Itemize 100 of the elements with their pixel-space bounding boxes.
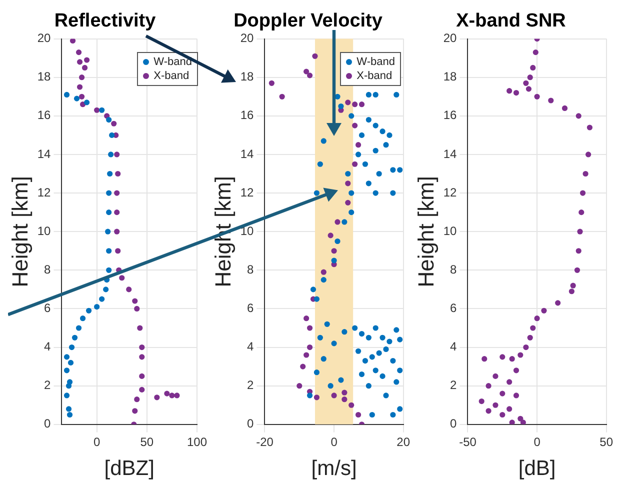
point	[72, 334, 78, 340]
point	[106, 190, 112, 196]
point	[534, 94, 540, 100]
point	[103, 286, 109, 292]
point	[66, 379, 73, 385]
point	[586, 124, 592, 130]
point	[523, 344, 529, 350]
y-tick-label: 8	[44, 262, 52, 276]
point	[139, 354, 145, 360]
point	[304, 316, 310, 322]
y-tick-label: 18	[443, 70, 458, 84]
point	[352, 102, 358, 108]
point	[76, 325, 82, 331]
point	[76, 59, 83, 65]
point	[64, 368, 70, 374]
point	[532, 49, 538, 56]
y-tick-label: 0	[450, 416, 458, 431]
point	[119, 275, 125, 281]
point	[312, 53, 318, 59]
point	[578, 210, 584, 216]
point	[139, 386, 145, 392]
y-tick-label: 14	[37, 146, 52, 161]
point	[76, 84, 83, 90]
point	[500, 412, 506, 418]
point	[500, 390, 506, 396]
x-tick-label: -20	[256, 434, 274, 449]
y-axis-title: Height [km]	[7, 176, 32, 288]
point	[518, 416, 524, 422]
point	[506, 379, 512, 385]
point	[526, 86, 532, 92]
point	[320, 269, 326, 275]
point	[296, 383, 302, 389]
y-tick-label: 14	[443, 146, 458, 161]
y-tick-label: 14	[240, 146, 254, 161]
point	[86, 308, 92, 314]
point	[70, 38, 76, 44]
point	[527, 334, 533, 340]
point	[314, 394, 320, 400]
y-tick-label: 6	[247, 301, 254, 316]
legend-label: X-band	[154, 69, 190, 83]
point	[306, 344, 313, 350]
point	[64, 392, 70, 398]
point	[114, 152, 120, 158]
y-axis-title: Height [km]	[413, 176, 438, 288]
y-tick-label: 10	[240, 224, 254, 238]
point	[304, 68, 310, 74]
x-tick-label: 50	[140, 434, 154, 449]
point	[348, 402, 354, 408]
y-tick-label: 12	[240, 185, 254, 200]
point	[586, 152, 592, 158]
point	[576, 113, 582, 119]
point	[520, 420, 526, 424]
point	[486, 383, 492, 389]
point	[139, 344, 145, 350]
point	[107, 170, 113, 177]
point	[306, 325, 313, 331]
point	[66, 412, 73, 418]
point	[328, 232, 334, 238]
y-tick-label: 6	[450, 301, 458, 316]
point	[139, 373, 145, 379]
point	[518, 352, 524, 358]
y-axis-title: Height [km]	[210, 176, 236, 288]
chart-title: X-band SNR	[456, 10, 566, 32]
point	[84, 57, 90, 63]
y-tick-label: 4	[450, 340, 458, 354]
y-tick-label: 4	[44, 340, 52, 354]
point	[279, 94, 285, 100]
point	[568, 288, 574, 294]
point	[109, 132, 115, 138]
point	[492, 402, 498, 408]
y-tick-label: 10	[37, 224, 52, 238]
point	[80, 102, 86, 108]
point	[331, 392, 337, 398]
y-tick-label: 6	[44, 301, 52, 316]
point	[304, 352, 310, 358]
point	[352, 161, 358, 167]
y-tick-label: 20	[443, 31, 458, 46]
y-tick-label: 0	[247, 416, 254, 431]
point	[94, 107, 100, 113]
y-tick-label: 2	[247, 378, 254, 392]
x-tick-label: 100	[186, 434, 208, 449]
point	[334, 219, 340, 225]
point	[355, 142, 362, 148]
point	[513, 368, 520, 374]
point	[80, 316, 86, 322]
point	[577, 228, 583, 234]
point	[570, 282, 576, 288]
y-tick-label: 16	[37, 108, 52, 122]
point	[530, 325, 536, 331]
point	[169, 392, 175, 398]
point	[106, 248, 112, 254]
point	[534, 316, 540, 322]
point	[509, 356, 515, 362]
point	[99, 107, 105, 113]
point	[492, 373, 498, 379]
point	[134, 396, 140, 402]
y-tick-label: 20	[37, 31, 52, 46]
chart-title: Doppler Velocity	[234, 10, 383, 32]
point	[137, 325, 143, 331]
point	[126, 286, 132, 292]
